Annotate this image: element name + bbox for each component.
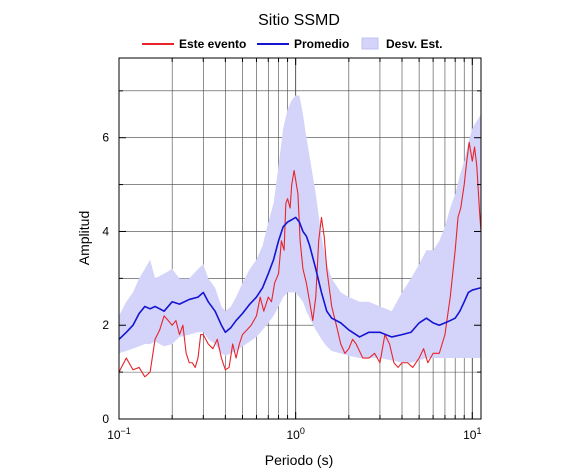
legend-label: Este evento <box>179 37 246 51</box>
plot-area: 10−1 100 101 0 2 4 6 <box>102 57 482 442</box>
legend-swatch-band <box>361 37 379 50</box>
y-tick-label: 2 <box>102 318 109 332</box>
y-axis-label: Amplitud <box>76 211 92 265</box>
y-axis: 0 2 4 6 <box>102 90 481 426</box>
x-axis: 10−1 100 101 <box>107 58 481 442</box>
legend-label: Desv. Est. <box>386 37 442 51</box>
x-tick-label: 10−1 <box>107 426 131 442</box>
y-tick-label: 4 <box>102 224 109 238</box>
y-tick-label: 6 <box>102 131 109 145</box>
mean-series-line <box>119 216 481 340</box>
chart-title: Sitio SSMD <box>258 12 340 29</box>
legend: Este evento Promedio Desv. Est. <box>142 37 442 51</box>
x-tick-label: 101 <box>463 426 481 442</box>
plot-frame <box>118 57 482 420</box>
legend-label: Promedio <box>294 37 349 51</box>
legend-item-event: Este evento <box>142 37 246 51</box>
event-series-line <box>119 141 481 378</box>
y-tick-label: 0 <box>102 412 109 426</box>
legend-item-mean: Promedio <box>257 37 349 51</box>
data-layer <box>119 95 481 378</box>
x-axis-label: Periodo (s) <box>265 452 333 468</box>
legend-item-band: Desv. Est. <box>361 37 442 51</box>
x-tick-label: 100 <box>286 426 304 442</box>
